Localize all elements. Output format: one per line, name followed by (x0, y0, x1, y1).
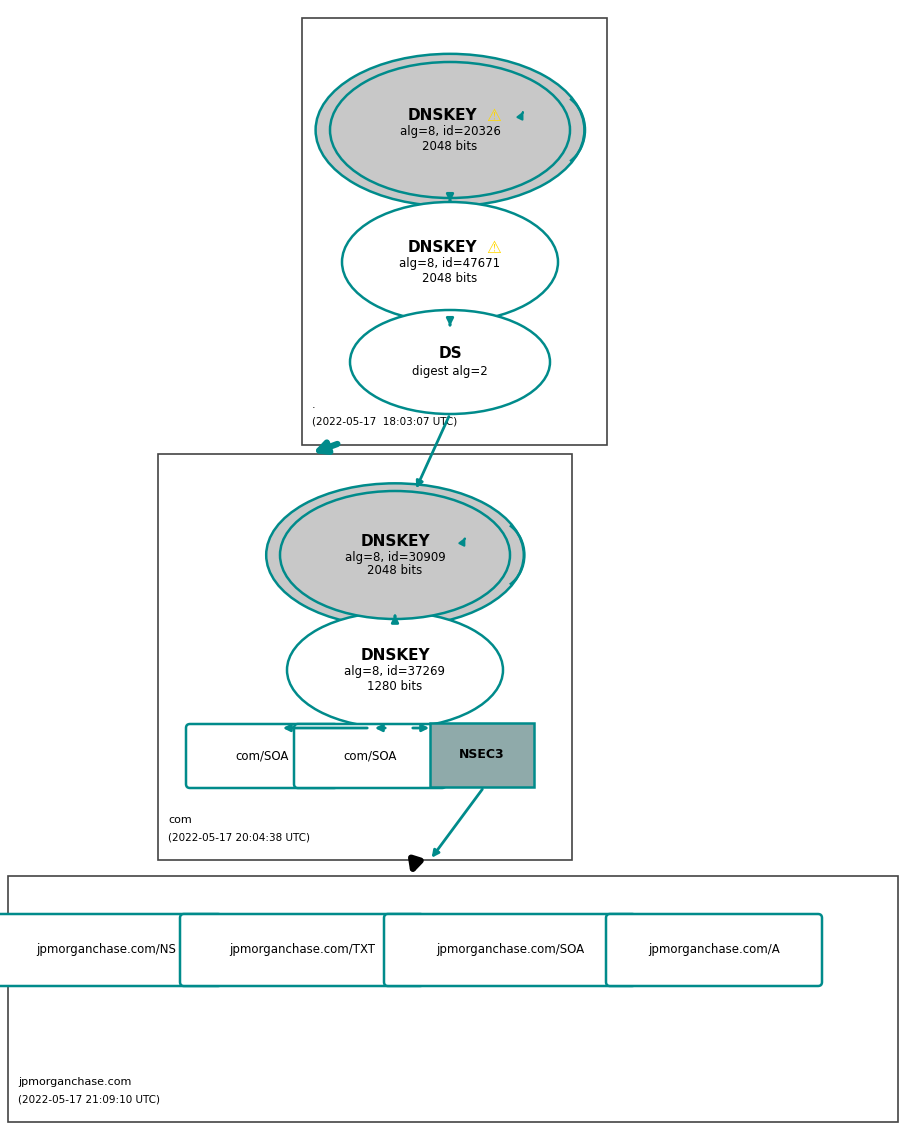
Ellipse shape (316, 54, 584, 206)
Text: .: . (312, 400, 316, 410)
Text: NSEC3: NSEC3 (459, 749, 505, 762)
Ellipse shape (280, 491, 510, 619)
Bar (302, 18, 607, 445)
Text: DNSKEY: DNSKEY (360, 534, 430, 548)
Ellipse shape (342, 202, 558, 321)
Text: alg=8, id=37269: alg=8, id=37269 (345, 666, 445, 678)
Text: jpmorganchase.com: jpmorganchase.com (18, 1077, 132, 1088)
Text: jpmorganchase.com/TXT: jpmorganchase.com/TXT (229, 944, 375, 956)
Text: com/SOA: com/SOA (235, 749, 288, 763)
Text: DS: DS (438, 347, 462, 361)
Text: ⚠: ⚠ (486, 107, 502, 125)
Text: (2022-05-17 21:09:10 UTC): (2022-05-17 21:09:10 UTC) (18, 1094, 160, 1104)
FancyBboxPatch shape (384, 914, 636, 986)
Ellipse shape (350, 310, 550, 414)
Text: com/SOA: com/SOA (344, 749, 396, 763)
Text: (2022-05-17 20:04:38 UTC): (2022-05-17 20:04:38 UTC) (168, 832, 310, 842)
FancyBboxPatch shape (606, 914, 822, 986)
Ellipse shape (266, 483, 524, 627)
Ellipse shape (330, 62, 570, 198)
Text: alg=8, id=20326: alg=8, id=20326 (400, 125, 501, 138)
FancyBboxPatch shape (0, 914, 222, 986)
Text: 2048 bits: 2048 bits (367, 564, 423, 578)
Text: alg=8, id=47671: alg=8, id=47671 (399, 258, 501, 270)
Bar (158, 454, 572, 860)
Text: jpmorganchase.com/NS: jpmorganchase.com/NS (36, 944, 176, 956)
FancyBboxPatch shape (186, 724, 338, 788)
Bar (8, 876, 898, 1122)
Ellipse shape (287, 612, 503, 728)
Bar (430, 723, 534, 787)
FancyBboxPatch shape (294, 724, 446, 788)
Text: ⚠: ⚠ (486, 239, 502, 256)
Text: 2048 bits: 2048 bits (423, 139, 478, 153)
Text: 1280 bits: 1280 bits (367, 679, 423, 692)
Text: 2048 bits: 2048 bits (423, 271, 478, 285)
Text: jpmorganchase.com/A: jpmorganchase.com/A (649, 944, 780, 956)
Text: DNSKEY: DNSKEY (407, 241, 477, 255)
Text: DNSKEY: DNSKEY (407, 108, 477, 123)
Text: jpmorganchase.com/SOA: jpmorganchase.com/SOA (436, 944, 584, 956)
FancyBboxPatch shape (180, 914, 424, 986)
Text: (2022-05-17  18:03:07 UTC): (2022-05-17 18:03:07 UTC) (312, 417, 457, 428)
Text: alg=8, id=30909: alg=8, id=30909 (345, 551, 445, 563)
Text: com: com (168, 815, 191, 825)
Text: DNSKEY: DNSKEY (360, 649, 430, 663)
Text: digest alg=2: digest alg=2 (412, 366, 488, 378)
